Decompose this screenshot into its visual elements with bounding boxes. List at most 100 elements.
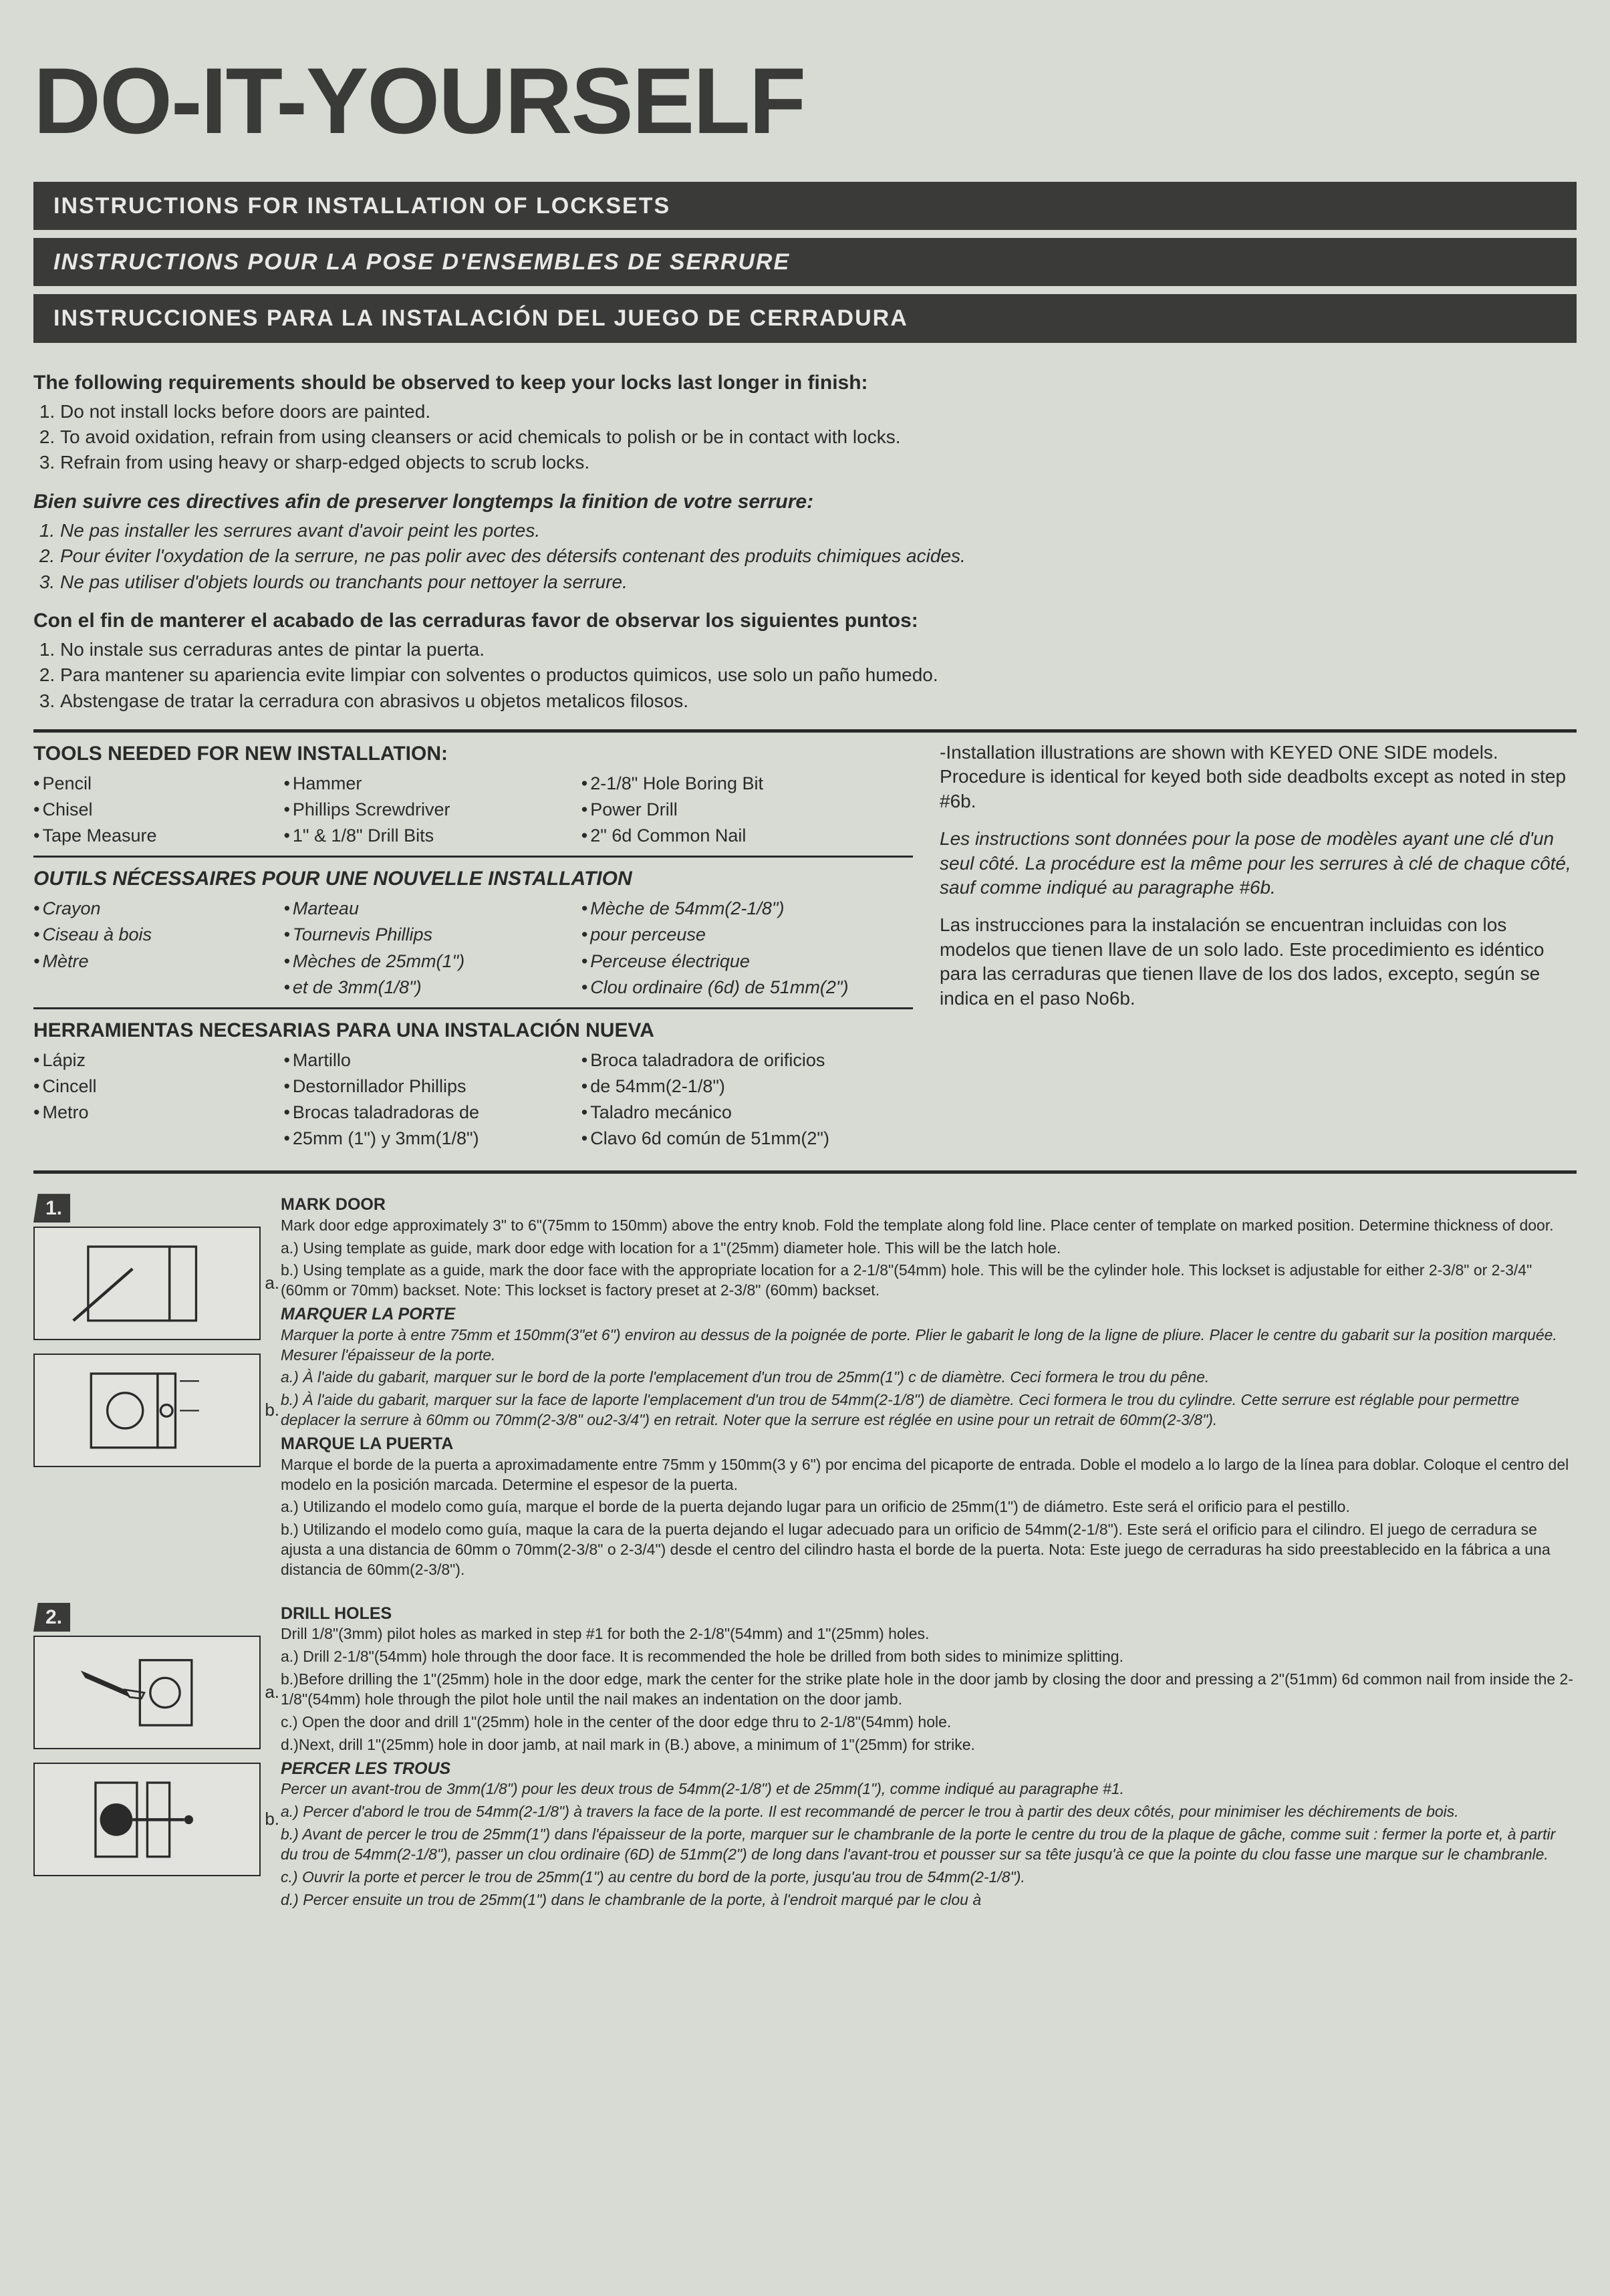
step-figures: 2. a. b. <box>33 1603 261 1913</box>
step-line: Marquer la porte à entre 75mm et 150mm(3… <box>281 1325 1577 1366</box>
divider <box>33 1007 913 1009</box>
tool-item: pour perceuse <box>581 923 913 946</box>
tool-item: Broca taladradora de orificios <box>581 1049 913 1072</box>
step-title: MARK DOOR <box>281 1194 1577 1216</box>
step-line: d.)Next, drill 1"(25mm) hole in door jam… <box>281 1735 1577 1755</box>
figure: b. <box>33 1763 261 1876</box>
step-line: b.)Before drilling the 1"(25mm) hole in … <box>281 1670 1577 1710</box>
figure-label: b. <box>265 1808 279 1831</box>
tool-item: Mètre <box>33 950 270 973</box>
tool-item: Power Drill <box>581 798 913 821</box>
step-body: DRILL HOLESDrill 1/8"(3mm) pilot holes a… <box>281 1603 1577 1913</box>
tool-item: Tape Measure <box>33 824 270 848</box>
step-title: PERCER LES TROUS <box>281 1758 1577 1780</box>
tool-item: Taladro mecánico <box>581 1101 913 1124</box>
step-line: b.) À l'aide du gabarit, marquer sur la … <box>281 1390 1577 1430</box>
step-title: MARQUE LA PUERTA <box>281 1433 1577 1455</box>
intro-item: Para mantener su apariencia evite limpia… <box>60 663 1577 687</box>
tool-item: Lápiz <box>33 1049 270 1072</box>
step-line: a.) Percer d'abord le trou de 54mm(2-1/8… <box>281 1802 1577 1822</box>
tool-item: 2-1/8" Hole Boring Bit <box>581 772 913 795</box>
tool-item: Crayon <box>33 897 270 920</box>
intro-item: Ne pas utiliser d'objets lourds ou tranc… <box>60 570 1577 594</box>
step-line: Mark door edge approximately 3" to 6"(75… <box>281 1216 1577 1236</box>
tool-item: Martillo <box>283 1049 567 1072</box>
step-line: a.) À l'aide du gabarit, marquer sur le … <box>281 1368 1577 1388</box>
step-line: c.) Open the door and drill 1"(25mm) hol… <box>281 1712 1577 1733</box>
tool-item: Tournevis Phillips <box>283 923 567 946</box>
banner-es: INSTRUCCIONES PARA LA INSTALACIÓN DEL JU… <box>33 294 1577 342</box>
step-title: MARQUER LA PORTE <box>281 1303 1577 1325</box>
step-number: 1. <box>33 1194 70 1223</box>
tool-item <box>33 976 270 999</box>
intro-heading-en: The following requirements should be obs… <box>33 370 1577 396</box>
step-line: a.) Using template as guide, mark door e… <box>281 1239 1577 1259</box>
tools-and-notes: TOOLS NEEDED FOR NEW INSTALLATION: Penci… <box>33 741 1577 1154</box>
tools-heading-en: TOOLS NEEDED FOR NEW INSTALLATION: <box>33 741 913 767</box>
step-line: a.) Utilizando el modelo como guía, marq… <box>281 1497 1577 1517</box>
tools-heading-es: HERRAMIENTAS NECESARIAS PARA UNA INSTALA… <box>33 1017 913 1043</box>
step-row: 1.a.b.MARK DOORMark door edge approximat… <box>33 1194 1577 1583</box>
step-line: a.) Drill 2-1/8"(54mm) hole through the … <box>281 1647 1577 1667</box>
intro-item: Abstengase de tratar la cerradura con ab… <box>60 689 1577 713</box>
intro-item: Ne pas installer les serrures avant d'av… <box>60 519 1577 543</box>
step-line: Percer un avant-trou de 3mm(1/8") pour l… <box>281 1779 1577 1799</box>
figure-label: a. <box>265 1272 279 1295</box>
tool-item: Phillips Screwdriver <box>283 798 567 821</box>
tool-item: Clavo 6d común de 51mm(2") <box>581 1127 913 1150</box>
tool-item: Marteau <box>283 897 567 920</box>
tool-item: et de 3mm(1/8") <box>283 976 567 999</box>
intro-list-fr: Ne pas installer les serrures avant d'av… <box>60 519 1577 594</box>
tools-grid-fr: Crayon Marteau Mèche de 54mm(2-1/8") Ciseau… <box>33 897 913 999</box>
intro-item: No instale sus cerraduras antes de pinta… <box>60 638 1577 662</box>
tool-item: 25mm (1") y 3mm(1/8") <box>283 1127 567 1150</box>
tools-grid-es: Lápiz Martillo Broca taladradora de orific… <box>33 1049 913 1150</box>
tool-item: Mèches de 25mm(1") <box>283 950 567 973</box>
step-line: b.) Utilizando el modelo como guía, maqu… <box>281 1520 1577 1580</box>
tool-item: Perceuse électrique <box>581 950 913 973</box>
divider <box>33 856 913 858</box>
tool-item: Brocas taladradoras de <box>283 1101 567 1124</box>
banner-en: INSTRUCTIONS FOR INSTALLATION OF LOCKSET… <box>33 182 1577 230</box>
figure: b. <box>33 1354 261 1467</box>
tool-item: Ciseau à bois <box>33 923 270 946</box>
tools-heading-fr: OUTILS NÉCESSAIRES POUR UNE NOUVELLE INS… <box>33 866 913 892</box>
tool-item: Mèche de 54mm(2-1/8") <box>581 897 913 920</box>
tool-item: Clou ordinaire (6d) de 51mm(2") <box>581 976 913 999</box>
tool-item: de 54mm(2-1/8") <box>581 1075 913 1098</box>
step-line: c.) Ouvrir la porte et percer le trou de… <box>281 1868 1577 1888</box>
intro-item: Refrain from using heavy or sharp-edged … <box>60 451 1577 475</box>
notes-column: -Installation illustrations are shown wi… <box>940 741 1577 1154</box>
step-figures: 1. a. b. <box>33 1194 261 1583</box>
intro-heading-es: Con el fin de manterer el acabado de las… <box>33 608 1577 634</box>
step-title: DRILL HOLES <box>281 1603 1577 1625</box>
note-en: -Installation illustrations are shown wi… <box>940 741 1577 813</box>
tool-item: Chisel <box>33 798 270 821</box>
intro-heading-fr: Bien suivre ces directives afin de prese… <box>33 489 1577 515</box>
figure-label: a. <box>265 1681 279 1704</box>
tool-item: 1" & 1/8" Drill Bits <box>283 824 567 848</box>
tool-item <box>33 1127 270 1150</box>
step-body: MARK DOORMark door edge approximately 3"… <box>281 1194 1577 1583</box>
banner-fr: INSTRUCTIONS POUR LA POSE D'ENSEMBLES DE… <box>33 238 1577 286</box>
intro-list-en: Do not install locks before doors are pa… <box>60 400 1577 475</box>
tools-column: TOOLS NEEDED FOR NEW INSTALLATION: Penci… <box>33 741 913 1154</box>
tool-item: Hammer <box>283 772 567 795</box>
tools-grid-en: PencilHammer2-1/8" Hole Boring BitChisel… <box>33 772 913 848</box>
step-number: 2. <box>33 1603 70 1632</box>
figure: a. <box>33 1636 261 1749</box>
note-es: Las instrucciones para la instalación se… <box>940 913 1577 1011</box>
tool-item: Cincell <box>33 1075 270 1098</box>
step-line: b.) Using template as a guide, mark the … <box>281 1261 1577 1301</box>
note-fr: Les instructions sont données pour la po… <box>940 827 1577 900</box>
page-title: DO-IT-YOURSELF <box>33 40 1577 162</box>
divider <box>33 729 1577 733</box>
step-line: Drill 1/8"(3mm) pilot holes as marked in… <box>281 1624 1577 1644</box>
intro-item: Pour éviter l'oxydation de la serrure, n… <box>60 544 1577 568</box>
step-row: 2.a.b.DRILL HOLESDrill 1/8"(3mm) pilot h… <box>33 1603 1577 1913</box>
tool-item: 2" 6d Common Nail <box>581 824 913 848</box>
figure: a. <box>33 1227 261 1340</box>
step-line: d.) Percer ensuite un trou de 25mm(1") d… <box>281 1890 1577 1910</box>
intro-list-es: No instale sus cerraduras antes de pinta… <box>60 638 1577 713</box>
divider <box>33 1170 1577 1174</box>
